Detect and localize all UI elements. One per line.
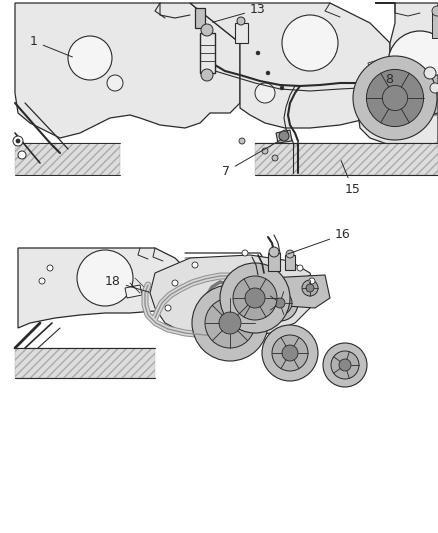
Polygon shape: [268, 275, 330, 308]
Polygon shape: [125, 285, 142, 298]
Circle shape: [388, 31, 438, 95]
Circle shape: [77, 250, 133, 306]
Polygon shape: [235, 23, 248, 43]
Text: 13: 13: [213, 3, 266, 22]
Text: 18: 18: [105, 275, 149, 292]
Circle shape: [280, 86, 284, 90]
Circle shape: [302, 280, 318, 296]
Circle shape: [266, 71, 270, 75]
Circle shape: [205, 298, 255, 348]
Circle shape: [201, 69, 213, 81]
Circle shape: [219, 312, 241, 334]
Text: 7: 7: [222, 140, 282, 178]
Polygon shape: [195, 8, 205, 28]
Circle shape: [16, 139, 20, 143]
Circle shape: [306, 284, 314, 292]
Circle shape: [262, 285, 298, 321]
Polygon shape: [15, 143, 120, 175]
Polygon shape: [15, 3, 240, 138]
Circle shape: [233, 276, 277, 320]
Text: 16: 16: [288, 228, 351, 254]
Circle shape: [269, 247, 279, 257]
Circle shape: [309, 278, 315, 284]
Circle shape: [68, 36, 112, 80]
Polygon shape: [200, 33, 215, 73]
Circle shape: [107, 75, 123, 91]
Polygon shape: [190, 3, 390, 128]
Bar: [285, 255, 295, 270]
Circle shape: [331, 351, 359, 379]
Circle shape: [430, 83, 438, 93]
Circle shape: [339, 359, 351, 371]
Polygon shape: [255, 143, 438, 175]
Circle shape: [423, 91, 438, 115]
Circle shape: [245, 288, 265, 308]
Bar: [268, 253, 280, 271]
Circle shape: [256, 51, 260, 55]
Polygon shape: [276, 130, 292, 143]
Circle shape: [286, 250, 294, 258]
Circle shape: [201, 24, 213, 36]
Circle shape: [367, 69, 424, 126]
Circle shape: [282, 130, 288, 136]
Circle shape: [242, 250, 248, 256]
Bar: [432, 13, 438, 38]
Circle shape: [165, 305, 171, 311]
Circle shape: [39, 278, 45, 284]
Circle shape: [268, 291, 292, 315]
Circle shape: [272, 155, 278, 161]
Circle shape: [424, 67, 436, 79]
Circle shape: [47, 265, 53, 271]
Circle shape: [297, 265, 303, 271]
Polygon shape: [15, 348, 155, 378]
Circle shape: [279, 131, 289, 141]
Circle shape: [239, 138, 245, 144]
Circle shape: [262, 325, 318, 381]
Circle shape: [13, 136, 23, 146]
Text: 1: 1: [30, 35, 72, 57]
Circle shape: [382, 85, 408, 111]
Circle shape: [323, 343, 367, 387]
Circle shape: [353, 56, 437, 140]
Circle shape: [262, 148, 268, 154]
Text: 8: 8: [385, 73, 393, 86]
Circle shape: [275, 298, 285, 308]
Circle shape: [282, 345, 298, 361]
Circle shape: [18, 151, 26, 159]
Text: 15: 15: [341, 160, 361, 196]
Circle shape: [298, 276, 322, 300]
Circle shape: [192, 285, 268, 361]
Circle shape: [272, 335, 308, 371]
Polygon shape: [368, 58, 388, 83]
Circle shape: [282, 15, 338, 71]
Polygon shape: [150, 255, 315, 338]
Circle shape: [192, 262, 198, 268]
Polygon shape: [358, 3, 438, 148]
Polygon shape: [18, 248, 185, 328]
Circle shape: [255, 83, 275, 103]
Circle shape: [237, 17, 245, 25]
Circle shape: [172, 280, 178, 286]
Circle shape: [432, 6, 438, 16]
Polygon shape: [405, 75, 438, 118]
Circle shape: [220, 263, 290, 333]
